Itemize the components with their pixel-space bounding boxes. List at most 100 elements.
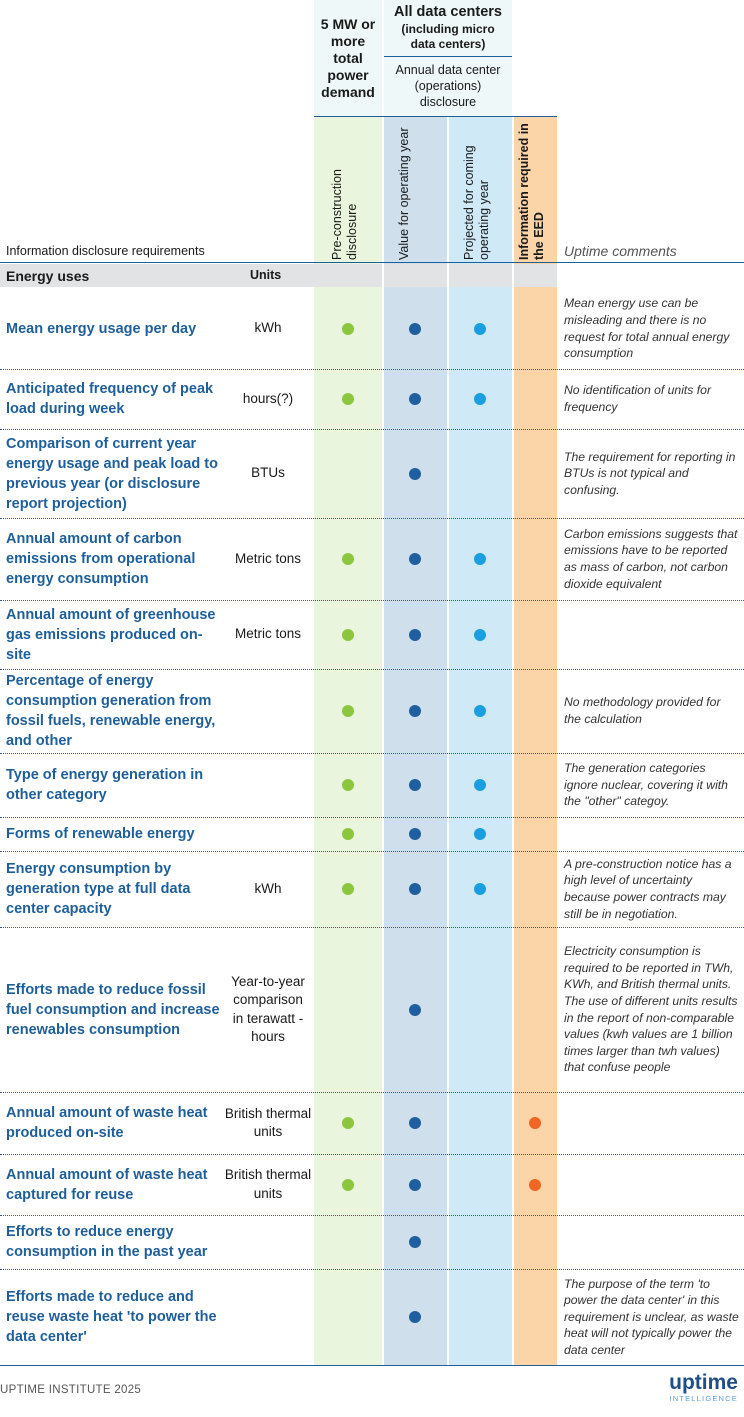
dot-proj: [474, 779, 486, 791]
dot-pre: [342, 828, 354, 840]
row-unit: British thermal units: [224, 1167, 312, 1201]
row-unit: kWh: [254, 880, 282, 896]
dot-proj: [474, 393, 486, 405]
dot-eed: [529, 1117, 541, 1129]
row-unit: [222, 669, 314, 753]
row-title: Efforts made to reduce fossil fuel consu…: [6, 981, 220, 1038]
row-comment: [564, 1156, 740, 1213]
vlabel-projected: Projected for coming operating year: [462, 145, 491, 260]
row-unit: hours(?): [242, 390, 294, 406]
eed-column: [514, 116, 557, 1365]
row-separator: [0, 1215, 744, 1216]
section-row-proj: [449, 264, 512, 287]
row-separator: [0, 669, 744, 670]
row-separator: [0, 1154, 744, 1155]
dot-value: [409, 1003, 421, 1016]
dot-value: [409, 1236, 421, 1248]
row-separator: [0, 817, 744, 818]
row-comment: The requirement for reporting in BTUs is…: [564, 449, 736, 497]
dot-value: [409, 553, 421, 565]
uptime-logo-sub: INTELLIGENCE: [669, 1394, 738, 1403]
dot-value: [409, 322, 421, 335]
dot-value: [409, 628, 421, 641]
dot-pre: [342, 1178, 354, 1191]
row-title: Efforts to reduce energy consumption in …: [6, 1224, 208, 1260]
row-title: Annual amount of carbon emissions from o…: [6, 531, 196, 587]
dot-proj: [474, 883, 486, 895]
row-unit: [222, 753, 314, 817]
row-separator: [0, 429, 744, 430]
dot-value: [409, 705, 421, 717]
row-unit: Metric tons: [234, 626, 302, 642]
dot-value: [409, 1178, 421, 1191]
row-separator: [0, 1092, 744, 1093]
dot-value: [409, 1117, 421, 1129]
all-dc-title: All data centers: [394, 4, 502, 20]
dot-value: [409, 467, 421, 480]
uptime-logo-word: uptime: [669, 1371, 738, 1394]
row-title: Annual amount of waste heat produced on-…: [6, 1105, 208, 1141]
row-separator: [0, 600, 744, 601]
dot-pre: [342, 883, 354, 895]
units-label: Units: [250, 268, 282, 282]
row-unit: [222, 817, 314, 851]
row-unit: Metric tons: [234, 550, 302, 566]
vlabel-pre-construction: Pre-construction disclosure: [330, 168, 359, 260]
section-row-value: [384, 264, 447, 287]
row-title: Annual amount of waste heat captured for…: [6, 1166, 208, 1203]
row-unit: British thermal units: [224, 1105, 312, 1140]
row-unit: Year-to-year comparison in terawatt -hou…: [231, 973, 305, 1045]
row-comment: No identification of units for frequency: [564, 383, 712, 414]
dot-value: [409, 393, 421, 405]
dot-pre: [342, 779, 354, 791]
dot-value: [409, 828, 421, 840]
dot-pre: [342, 1117, 354, 1129]
dot-pre: [342, 393, 354, 405]
row-separator: [0, 927, 744, 928]
row-unit: [222, 1269, 314, 1365]
row-title: Efforts made to reduce and reuse waste h…: [6, 1289, 217, 1345]
dot-value: [409, 883, 421, 895]
row-comment: The purpose of the term 'to power the da…: [564, 1276, 739, 1357]
row-comment: [564, 602, 740, 667]
row-title: Forms of renewable energy: [6, 826, 195, 842]
row-title: Mean energy usage per day: [6, 320, 197, 337]
row-comment: No methodology provided for the calculat…: [564, 695, 721, 726]
section-row-eed: [514, 264, 557, 287]
header-bottom-rule: [0, 262, 744, 263]
row-comment: Mean energy use can be misleading and th…: [564, 296, 730, 361]
uptime-logo: uptime INTELLIGENCE: [652, 1372, 738, 1406]
dot-value: [409, 1311, 421, 1323]
footer-source: UPTIME INSTITUTE 2025: [0, 1384, 142, 1396]
column-header-rule: [314, 116, 557, 117]
dot-proj: [474, 705, 486, 717]
row-separator: [0, 851, 744, 852]
row-title: Type of energy generation in other categ…: [6, 767, 204, 803]
row-separator: [0, 518, 744, 519]
dot-pre: [342, 628, 354, 641]
section-label: Energy uses: [6, 268, 90, 284]
pre-construction-column: [314, 116, 382, 1365]
info-requirements-label: Information disclosure requirements: [6, 244, 205, 258]
row-unit: BTUs: [251, 465, 285, 481]
row-comment: Electricity consumption is required to b…: [564, 944, 738, 1075]
row-unit: kWh: [254, 320, 282, 336]
row-separator: [0, 753, 744, 754]
row-separator: [0, 1269, 744, 1270]
dot-value: [409, 779, 421, 791]
vlabel-value-operating: Value for operating year: [397, 127, 411, 261]
row-comment: [564, 1217, 740, 1267]
header-all-dc-box: [384, 0, 512, 116]
row-comment: [564, 1094, 740, 1152]
row-comment: A pre-construction notice has a high lev…: [564, 856, 732, 921]
dot-pre: [342, 322, 354, 335]
dot-proj: [474, 553, 486, 565]
dot-pre: [342, 705, 354, 717]
row-comment: The generation categories ignore nuclear…: [564, 761, 728, 809]
row-comment: [564, 819, 740, 849]
row-comment: Carbon emissions suggests that emissions…: [564, 526, 738, 591]
row-separator: [0, 369, 744, 370]
row-title: Comparison of current year energy usage …: [6, 435, 218, 512]
header-divider: [384, 56, 512, 57]
value-operating-column: [384, 116, 447, 1365]
